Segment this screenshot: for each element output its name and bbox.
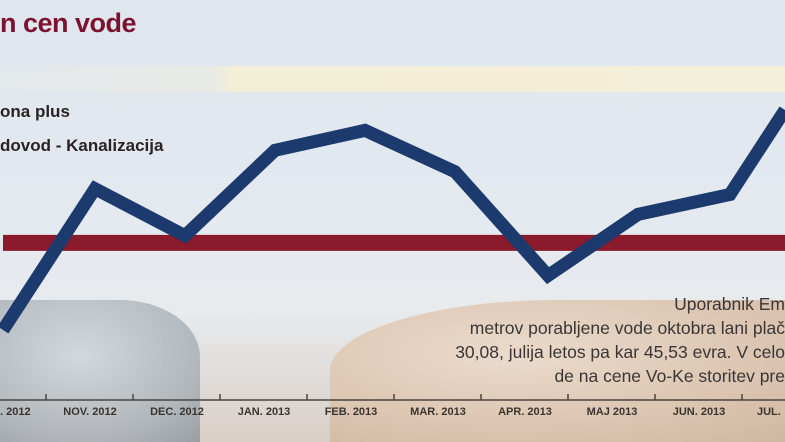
legend-series-1: ona plus <box>0 102 70 121</box>
series-line-2 <box>0 106 785 334</box>
note-line: Uporabnik Em <box>674 294 785 314</box>
background-cloth-image <box>0 300 200 442</box>
x-tick-label: NOV. 2012 <box>63 406 116 418</box>
x-tick-label: APR. 2013 <box>498 406 552 418</box>
x-tick-label: JUL. <box>757 406 781 418</box>
x-tick-label: MAJ 2013 <box>587 406 638 418</box>
legend-series-2: dovod - Kanalizacija <box>0 136 164 155</box>
x-tick-label: JAN. 2013 <box>238 406 291 418</box>
note-line: de na cene Vo-Ke storitev pre <box>554 366 785 386</box>
annotation-text: Uporabnik Em metrov porabljene vode okto… <box>365 292 785 388</box>
header-band <box>0 66 785 92</box>
x-tick-label: FEB. 2013 <box>325 406 378 418</box>
chart-title: n cen vode <box>0 8 137 38</box>
background-hand-image <box>330 300 785 442</box>
x-tick-label: DEC. 2012 <box>150 406 204 418</box>
x-tick-label: . 2012 <box>0 406 31 418</box>
note-line: metrov porabljene vode oktobra lani plač <box>469 318 785 338</box>
note-line: 30,08, julija letos pa kar 45,53 evra. V… <box>455 342 785 362</box>
x-tick-label: MAR. 2013 <box>410 406 466 418</box>
x-tick-label: JUN. 2013 <box>673 406 726 418</box>
